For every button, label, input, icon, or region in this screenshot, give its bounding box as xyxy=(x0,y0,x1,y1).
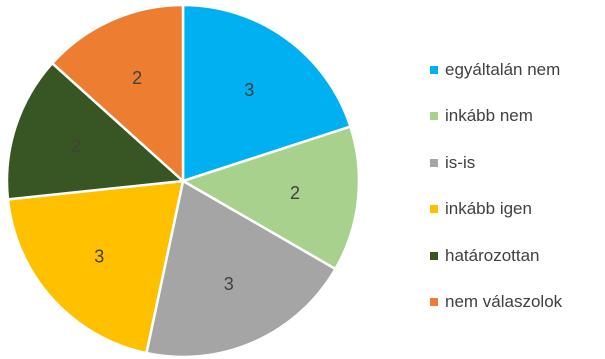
legend-item: nem válaszolok xyxy=(430,291,562,314)
legend-swatch xyxy=(430,112,438,121)
legend-label: is-is xyxy=(445,152,476,172)
data-label: 3 xyxy=(94,246,104,266)
pie-data-labels: 3 2 3 3 2 2 xyxy=(71,68,300,294)
data-label: 2 xyxy=(71,136,81,156)
data-label: 3 xyxy=(224,274,234,294)
pie-slice xyxy=(5,61,185,201)
legend: egyáltalán nem inkább nem is-is inkább i… xyxy=(430,58,562,338)
legend-label: inkább nem xyxy=(445,106,533,126)
data-label: 3 xyxy=(244,80,254,100)
legend-item: inkább nem xyxy=(430,105,562,128)
legend-item: is-is xyxy=(430,151,562,174)
legend-item: határozottan xyxy=(430,244,562,267)
legend-item: inkább igen xyxy=(430,198,562,221)
legend-label: inkább igen xyxy=(445,199,532,219)
legend-swatch xyxy=(430,65,438,74)
legend-item: egyáltalán nem xyxy=(430,58,562,81)
legend-label: nem válaszolok xyxy=(445,292,563,312)
pie-slice xyxy=(50,3,185,183)
legend-swatch xyxy=(430,205,438,214)
data-label: 2 xyxy=(290,183,300,203)
pie-slice xyxy=(6,179,185,355)
data-label: 2 xyxy=(132,68,142,88)
pie-slice xyxy=(181,3,352,183)
legend-label: határozottan xyxy=(445,245,540,265)
pie-slice xyxy=(145,179,337,359)
pie-slices xyxy=(5,3,361,359)
legend-swatch xyxy=(430,158,438,167)
legend-swatch xyxy=(430,298,438,307)
legend-swatch xyxy=(430,251,438,260)
legend-label: egyáltalán nem xyxy=(445,59,561,79)
pie-slice xyxy=(181,125,361,271)
